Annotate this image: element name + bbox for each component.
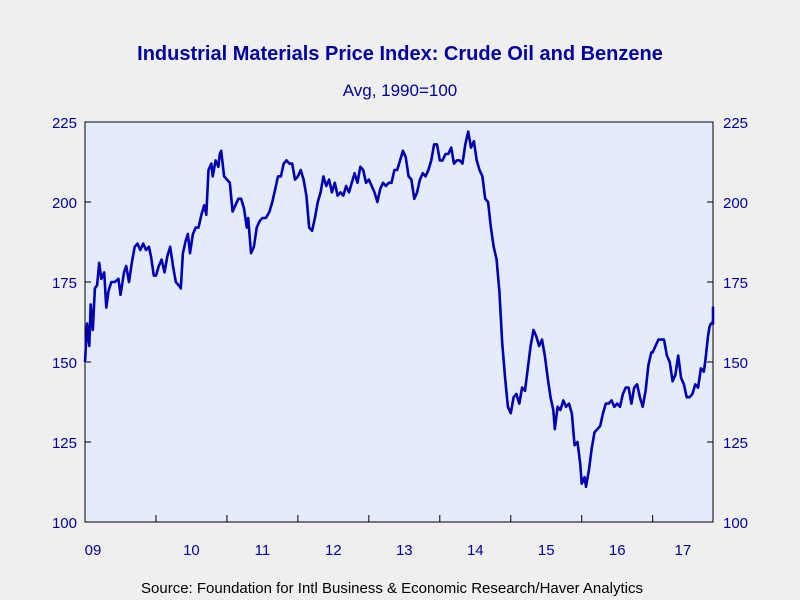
x-tick-label: 10: [183, 542, 200, 559]
y-tick-label-left: 125: [52, 435, 77, 452]
x-tick-label: 11: [255, 542, 271, 559]
y-tick-label-left: 225: [52, 115, 77, 132]
y-tick-label-right: 200: [723, 195, 748, 212]
y-tick-label-right: 175: [723, 275, 748, 292]
x-tick-label: 16: [609, 542, 626, 559]
y-tick-label-left: 150: [52, 355, 77, 372]
x-tick-label: 14: [467, 542, 484, 559]
series-line: [83, 130, 715, 489]
x-tick-label: 17: [674, 542, 691, 559]
y-axis-left: 100 125 150 175 200 225: [52, 115, 91, 532]
chart-subtitle: Avg, 1990=100: [343, 81, 458, 100]
plot-area: [84, 121, 714, 523]
source-note: Source: Foundation for Intl Business & E…: [141, 580, 643, 597]
y-tick-label-left: 100: [52, 515, 77, 532]
y-tick-label-right: 100: [723, 515, 748, 532]
y-axis-right: 100 125 150 175 200 225: [707, 115, 748, 532]
y-tick-label-right: 225: [723, 115, 748, 132]
y-tick-label-right: 125: [723, 435, 748, 452]
y-tick-label-right: 150: [723, 355, 748, 372]
x-axis: 09 10 11 12 13 14 15 16 17: [85, 515, 691, 559]
series-group: [83, 130, 715, 489]
x-tick-label: 15: [538, 542, 555, 559]
x-tick-label: 12: [325, 542, 342, 559]
y-tick-label-left: 200: [52, 195, 77, 212]
x-tick-label: 13: [396, 542, 413, 559]
y-tick-label-left: 175: [52, 275, 77, 292]
chart-title: Industrial Materials Price Index: Crude …: [137, 43, 663, 65]
x-tick-label: 09: [85, 542, 102, 559]
